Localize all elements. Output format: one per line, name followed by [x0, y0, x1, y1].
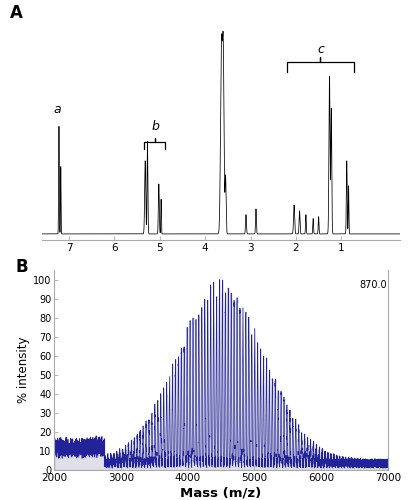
Text: B: B [16, 258, 28, 276]
X-axis label: Mass (m/z): Mass (m/z) [181, 487, 261, 500]
Text: a: a [54, 104, 61, 117]
Text: b: b [151, 120, 159, 132]
Y-axis label: % intensity: % intensity [17, 337, 30, 403]
Text: c: c [317, 42, 324, 56]
Text: 870.0: 870.0 [359, 280, 387, 289]
Text: A: A [10, 4, 22, 22]
